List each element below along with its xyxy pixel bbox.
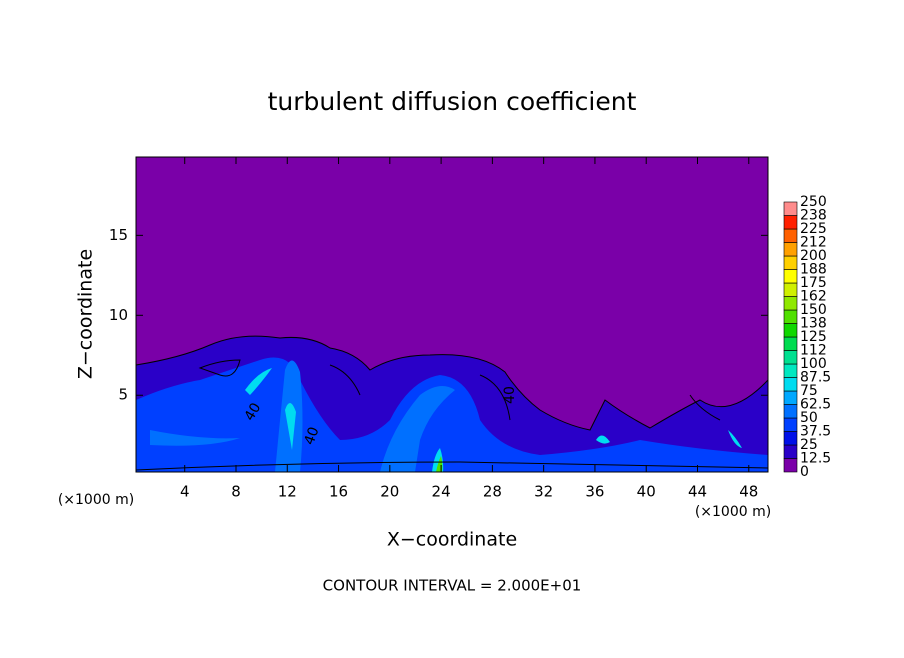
x-tick-label: 16 xyxy=(329,483,348,501)
colorbar-bin xyxy=(783,215,798,230)
colorbar-bin xyxy=(783,255,798,270)
x-tick-label: 36 xyxy=(585,483,604,501)
colorbar-label: 25 xyxy=(800,437,818,453)
x-tick-label: 44 xyxy=(688,483,707,501)
colorbar-bin xyxy=(783,417,798,432)
x-tick-label: 24 xyxy=(432,483,451,501)
y-axis-label: Z−coordinate xyxy=(75,249,97,379)
plot-frame xyxy=(135,156,769,473)
contour-label: 40 xyxy=(301,425,322,447)
colorbar-label: 162 xyxy=(800,289,827,305)
colorbar-bin xyxy=(783,431,798,446)
x-unit-label: (×1000 m) xyxy=(695,504,771,520)
colorbar-label: 62.5 xyxy=(800,397,831,413)
colorbar-label: 12.5 xyxy=(800,451,831,467)
colorbar-label: 75 xyxy=(800,383,818,399)
colorbar-bin xyxy=(783,350,798,365)
colorbar-label: 0 xyxy=(800,464,809,480)
colorbar-bin xyxy=(783,323,798,338)
colorbar-label: 188 xyxy=(800,262,827,278)
colorbar-label: 125 xyxy=(800,329,827,345)
colorbar-bin xyxy=(783,336,798,351)
x-tick-label: 32 xyxy=(534,483,553,501)
colorbar-bin xyxy=(783,201,798,216)
x-tick-label: 28 xyxy=(483,483,502,501)
colorbar-bin xyxy=(783,296,798,311)
contour-line xyxy=(136,359,768,471)
colorbar-label: 250 xyxy=(800,194,827,210)
colorbar-label: 138 xyxy=(800,316,827,332)
footer: CONTOUR INTERVAL = 2.000E+01 xyxy=(323,577,582,595)
y-tick-label: 5 xyxy=(118,386,128,404)
colorbar-label: 37.5 xyxy=(800,424,831,440)
y-tick-label: 15 xyxy=(109,226,128,244)
colorbar-bin xyxy=(783,390,798,405)
x-axis-label: X−coordinate xyxy=(387,529,517,551)
colorbar-bin xyxy=(783,444,798,459)
contour-field xyxy=(136,157,768,472)
colorbar-bin xyxy=(783,377,798,392)
colorbar-label: 150 xyxy=(800,302,827,318)
colorbar-bin xyxy=(783,242,798,257)
x-tick-label: 4 xyxy=(180,483,190,501)
contour-label: 40 xyxy=(242,400,265,423)
y-unit-label: (×1000 m) xyxy=(58,492,134,508)
colorbar-bin xyxy=(783,363,798,378)
colorbar-label: 100 xyxy=(800,356,827,372)
colorbar-label: 200 xyxy=(800,248,827,264)
colorbar-bin xyxy=(783,228,798,243)
x-tick-label: 20 xyxy=(380,483,399,501)
colorbar-label: 225 xyxy=(800,221,827,237)
colorbar-bin xyxy=(783,309,798,324)
colorbar-label: 212 xyxy=(800,235,827,251)
colorbar-bin xyxy=(783,458,798,473)
contour-label: 40 xyxy=(502,386,518,404)
chart-title: turbulent diffusion coefficient xyxy=(268,87,637,116)
colorbar-label: 50 xyxy=(800,410,818,426)
x-tick-label: 8 xyxy=(231,483,241,501)
x-tick-label: 40 xyxy=(637,483,656,501)
colorbar-bin xyxy=(783,282,798,297)
colorbar-label: 175 xyxy=(800,275,827,291)
colorbar-bin xyxy=(783,404,798,419)
y-tick-label: 10 xyxy=(109,306,128,324)
colorbar-label: 238 xyxy=(800,208,827,224)
colorbar-bin xyxy=(783,269,798,284)
x-tick-label: 12 xyxy=(278,483,297,501)
colorbar-label: 112 xyxy=(800,343,827,359)
colorbar-label: 87.5 xyxy=(800,370,831,386)
x-tick-label: 48 xyxy=(739,483,758,501)
